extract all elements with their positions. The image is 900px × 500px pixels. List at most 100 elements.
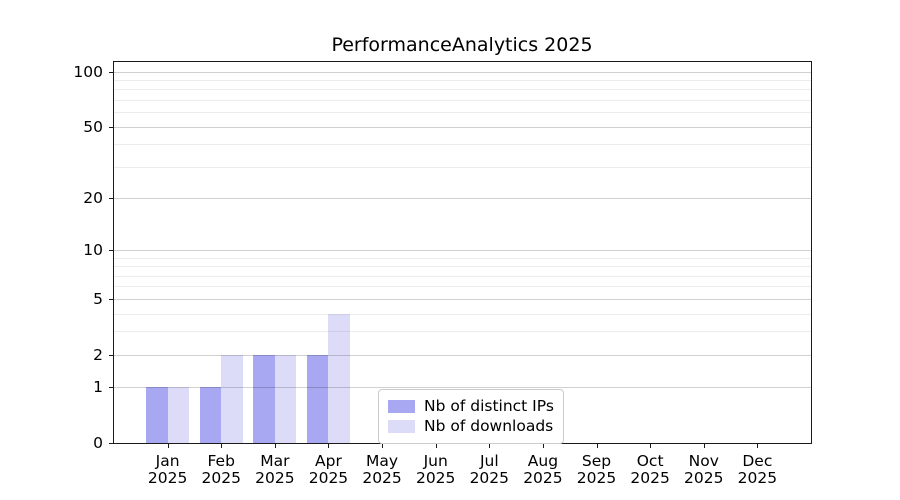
- x-tick-mark: [703, 444, 705, 448]
- gridline-major: [114, 250, 811, 252]
- x-tick-mark: [435, 444, 437, 448]
- x-tick-label-mar: Mar 2025: [245, 453, 305, 487]
- x-tick-year: 2025: [576, 469, 617, 487]
- gridline-major: [114, 298, 811, 300]
- x-tick-year: 2025: [147, 469, 188, 487]
- x-tick-label-feb: Feb 2025: [191, 453, 251, 487]
- x-tick-year: 2025: [255, 469, 295, 487]
- y-tick-mark: [109, 250, 113, 252]
- gridline-minor: [114, 144, 811, 146]
- bar-nb-of-distinct-ips-jan: [146, 387, 168, 443]
- x-tick-mark: [167, 444, 169, 448]
- x-tick-label-sep: Sep 2025: [567, 453, 627, 487]
- gridline-minor: [114, 313, 811, 315]
- x-tick-month: Mar: [260, 452, 290, 470]
- bar-nb-of-distinct-ips-mar: [253, 354, 275, 443]
- gridline-minor: [114, 257, 811, 259]
- legend: Nb of distinct IPs Nb of downloads: [378, 389, 564, 444]
- x-tick-month: Jul: [479, 452, 499, 470]
- legend-swatch: [388, 420, 415, 433]
- x-tick-mark: [596, 444, 598, 448]
- gridline-minor: [114, 100, 811, 102]
- x-tick-month: Feb: [207, 452, 235, 470]
- x-tick-label-dec: Dec 2025: [727, 453, 787, 487]
- y-tick-mark: [109, 126, 113, 128]
- gridline-major: [114, 126, 811, 128]
- x-tick-label-oct: Oct 2025: [620, 453, 680, 487]
- legend-label: Nb of downloads: [424, 417, 554, 435]
- gridline-minor: [114, 89, 811, 91]
- x-tick-year: 2025: [523, 469, 563, 487]
- x-tick-year: 2025: [684, 469, 724, 487]
- legend-swatch: [388, 400, 415, 413]
- gridline-major: [114, 387, 811, 389]
- x-tick-month: Jan: [155, 452, 180, 470]
- y-tick-label: 0: [93, 434, 103, 452]
- x-tick-mark: [274, 444, 276, 448]
- x-tick-label-aug: Aug 2025: [513, 453, 573, 487]
- x-tick-year: 2025: [737, 469, 778, 487]
- y-tick-mark: [109, 387, 113, 389]
- gridline-minor: [114, 166, 811, 168]
- gridline-minor: [114, 331, 811, 333]
- y-tick-mark: [109, 198, 113, 200]
- bar-nb-of-downloads-feb: [221, 354, 243, 443]
- x-tick-mark: [328, 444, 330, 448]
- legend-entry: Nb of downloads: [388, 417, 554, 436]
- x-tick-month: Jun: [423, 452, 448, 470]
- x-tick-mark: [757, 444, 759, 448]
- legend-label: Nb of distinct IPs: [424, 397, 554, 415]
- gridline-minor: [114, 275, 811, 277]
- x-tick-year: 2025: [308, 469, 349, 487]
- y-tick-label: 20: [83, 189, 103, 208]
- x-tick-label-jun: Jun 2025: [406, 453, 466, 487]
- x-tick-year: 2025: [362, 469, 402, 487]
- gridline-minor: [114, 266, 811, 268]
- chart-title: PerformanceAnalytics 2025: [331, 34, 593, 56]
- gridline-major: [114, 354, 811, 356]
- bar-nb-of-distinct-ips-apr: [306, 354, 329, 443]
- bar-nb-of-downloads-mar: [274, 354, 297, 443]
- x-tick-month: Nov: [688, 452, 719, 470]
- x-tick-mark: [221, 444, 223, 448]
- gridline-major: [114, 71, 811, 73]
- x-tick-month: May: [366, 452, 399, 470]
- x-tick-mark: [489, 444, 491, 448]
- gridline-minor: [114, 286, 811, 288]
- bar-nb-of-downloads-jan: [167, 387, 190, 443]
- x-tick-month: Oct: [636, 452, 664, 470]
- bar-nb-of-distinct-ips-feb: [199, 387, 222, 443]
- x-tick-label-nov: Nov 2025: [674, 453, 734, 487]
- x-tick-mark: [650, 444, 652, 448]
- y-tick-label: 5: [93, 289, 103, 308]
- y-tick-label: 2: [93, 345, 103, 364]
- x-tick-year: 2025: [201, 469, 241, 487]
- x-tick-month: Aug: [527, 452, 559, 470]
- y-tick-label: 50: [83, 117, 103, 136]
- x-tick-month: Sep: [581, 452, 612, 470]
- x-tick-year: 2025: [630, 469, 670, 487]
- y-tick-mark: [109, 443, 113, 444]
- x-tick-month: Dec: [742, 452, 773, 470]
- x-tick-month: Apr: [315, 452, 342, 470]
- x-tick-label-apr: Apr 2025: [298, 453, 358, 487]
- x-tick-mark: [542, 444, 544, 448]
- plot-area: [113, 61, 812, 444]
- x-tick-year: 2025: [415, 469, 456, 487]
- x-tick-year: 2025: [469, 469, 510, 487]
- x-tick-mark: [382, 444, 384, 448]
- x-tick-label-may: May 2025: [352, 453, 412, 487]
- y-tick-mark: [109, 298, 113, 300]
- y-tick-label: 1: [93, 378, 103, 397]
- gridline-major: [114, 198, 811, 200]
- y-tick-label: 100: [73, 62, 103, 81]
- gridline-minor: [114, 80, 811, 82]
- y-tick-mark: [109, 71, 113, 73]
- y-tick-label: 10: [83, 241, 103, 260]
- bar-nb-of-downloads-apr: [328, 313, 350, 443]
- x-tick-label-jul: Jul 2025: [459, 453, 519, 487]
- x-tick-label-jan: Jan 2025: [138, 453, 198, 487]
- y-tick-mark: [109, 354, 113, 356]
- gridline-minor: [114, 112, 811, 114]
